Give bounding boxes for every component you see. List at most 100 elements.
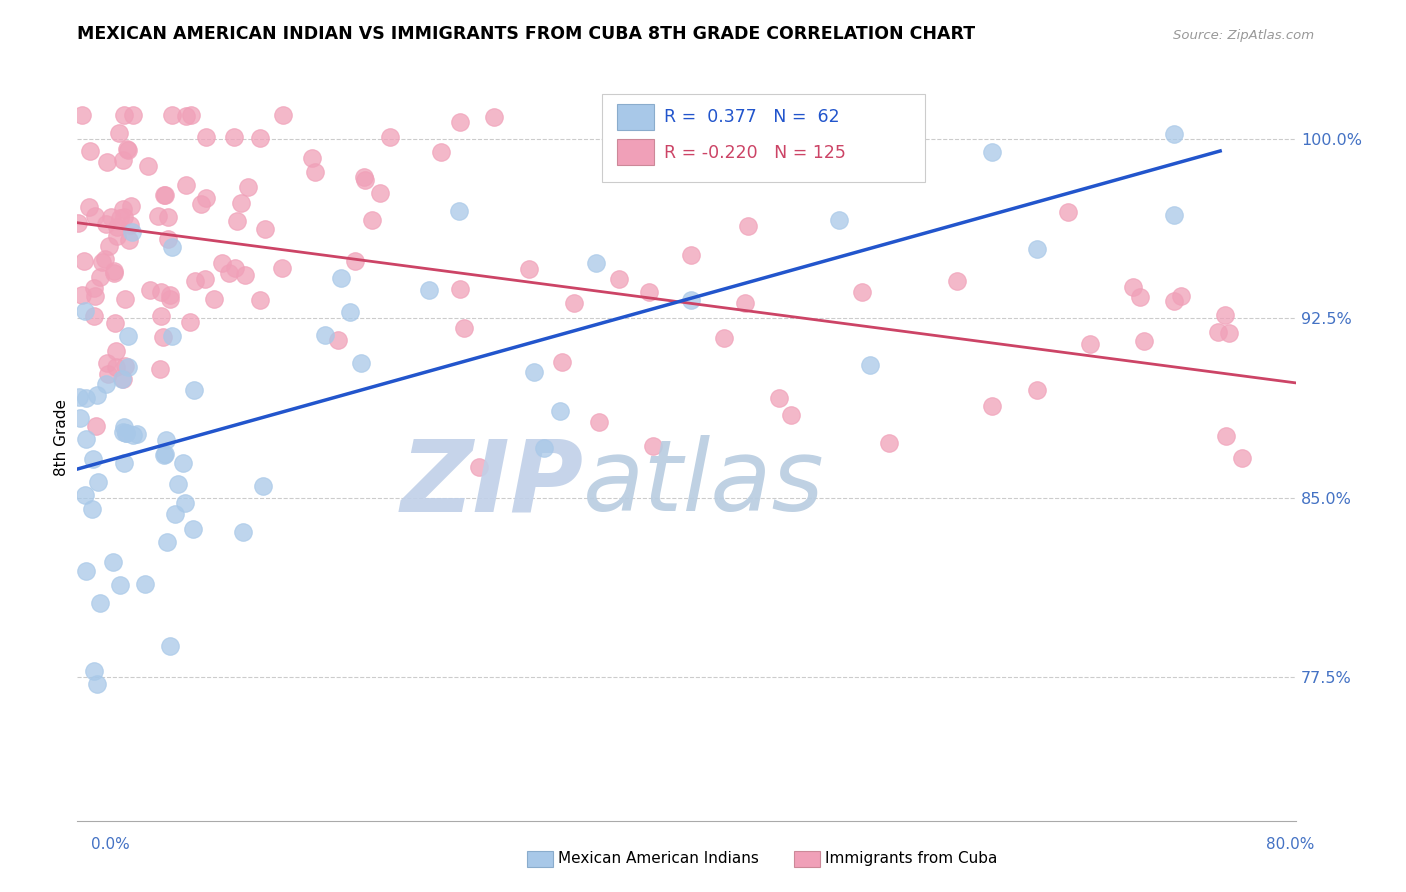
Point: [233, 268, 256, 282]
Text: R =  0.377   N =  62: R = 0.377 N = 62: [664, 108, 839, 126]
Bar: [617, 139, 654, 165]
Point: [82, 502, 104, 516]
Point: [160, 108, 183, 122]
Point: [118, 233, 141, 247]
Point: [562, 296, 585, 310]
Point: [117, 359, 139, 374]
Text: Mexican American Indians: Mexican American Indians: [558, 852, 759, 866]
Point: [70, 108, 93, 122]
Point: [82, 452, 104, 467]
Point: [117, 144, 139, 158]
Point: [226, 214, 249, 228]
Point: [69, 411, 91, 425]
Point: [97, 238, 120, 252]
Point: [70, 287, 93, 301]
Point: [153, 448, 176, 462]
Point: [304, 165, 326, 179]
Point: [643, 439, 665, 453]
Point: [83, 209, 105, 223]
Point: [149, 309, 172, 323]
Point: [94, 376, 117, 391]
Point: [83, 309, 105, 323]
Point: [174, 178, 197, 192]
Point: [100, 210, 122, 224]
Point: [75, 391, 97, 405]
Point: [112, 153, 135, 167]
Point: [67, 215, 90, 229]
Point: [160, 329, 183, 343]
Point: [91, 255, 114, 269]
Point: [190, 197, 212, 211]
Point: [224, 260, 246, 275]
Point: [904, 156, 927, 170]
Point: [122, 428, 145, 442]
Point: [94, 252, 117, 267]
Point: [484, 110, 506, 124]
Point: [231, 196, 253, 211]
Point: [326, 333, 349, 347]
Point: [551, 355, 574, 369]
Point: [105, 220, 128, 235]
Point: [112, 419, 135, 434]
Point: [1128, 290, 1150, 304]
Point: [167, 477, 190, 491]
Point: [110, 211, 132, 225]
Point: [224, 130, 246, 145]
Point: [115, 425, 138, 440]
Point: [194, 272, 217, 286]
Point: [134, 577, 156, 591]
Point: [232, 524, 254, 539]
Point: [607, 272, 630, 286]
Point: [249, 293, 271, 307]
Point: [83, 280, 105, 294]
Point: [75, 432, 97, 446]
Point: [104, 360, 127, 375]
Point: [638, 285, 661, 299]
Point: [533, 441, 555, 455]
Point: [159, 288, 181, 302]
Point: [1026, 242, 1049, 256]
Point: [828, 213, 851, 227]
Point: [157, 232, 180, 246]
Point: [1213, 308, 1236, 322]
Point: [84, 288, 107, 302]
Point: [103, 267, 125, 281]
Point: [148, 209, 170, 223]
Point: [380, 129, 402, 144]
Point: [86, 677, 108, 691]
Point: [624, 108, 647, 122]
Point: [83, 664, 105, 678]
Point: [153, 187, 176, 202]
Point: [105, 228, 128, 243]
Point: [195, 129, 218, 144]
Bar: [617, 104, 654, 129]
Point: [120, 199, 142, 213]
Point: [1078, 337, 1101, 351]
Point: [330, 271, 353, 285]
Point: [980, 145, 1002, 160]
Point: [86, 388, 108, 402]
Point: [108, 126, 131, 140]
Point: [73, 253, 96, 268]
Point: [73, 303, 96, 318]
Point: [314, 327, 336, 342]
Point: [713, 331, 735, 345]
Point: [980, 399, 1002, 413]
Point: [101, 555, 124, 569]
Point: [114, 426, 136, 441]
Point: [157, 210, 180, 224]
Point: [94, 217, 117, 231]
Point: [136, 159, 159, 173]
Point: [1218, 326, 1240, 340]
Point: [184, 274, 207, 288]
Point: [523, 365, 546, 379]
Point: [121, 108, 143, 122]
Point: [252, 479, 274, 493]
Point: [1122, 279, 1144, 293]
Point: [271, 260, 294, 275]
Point: [159, 640, 181, 654]
Point: [75, 564, 97, 578]
Point: [183, 522, 205, 536]
Point: [172, 456, 194, 470]
Point: [679, 248, 702, 262]
